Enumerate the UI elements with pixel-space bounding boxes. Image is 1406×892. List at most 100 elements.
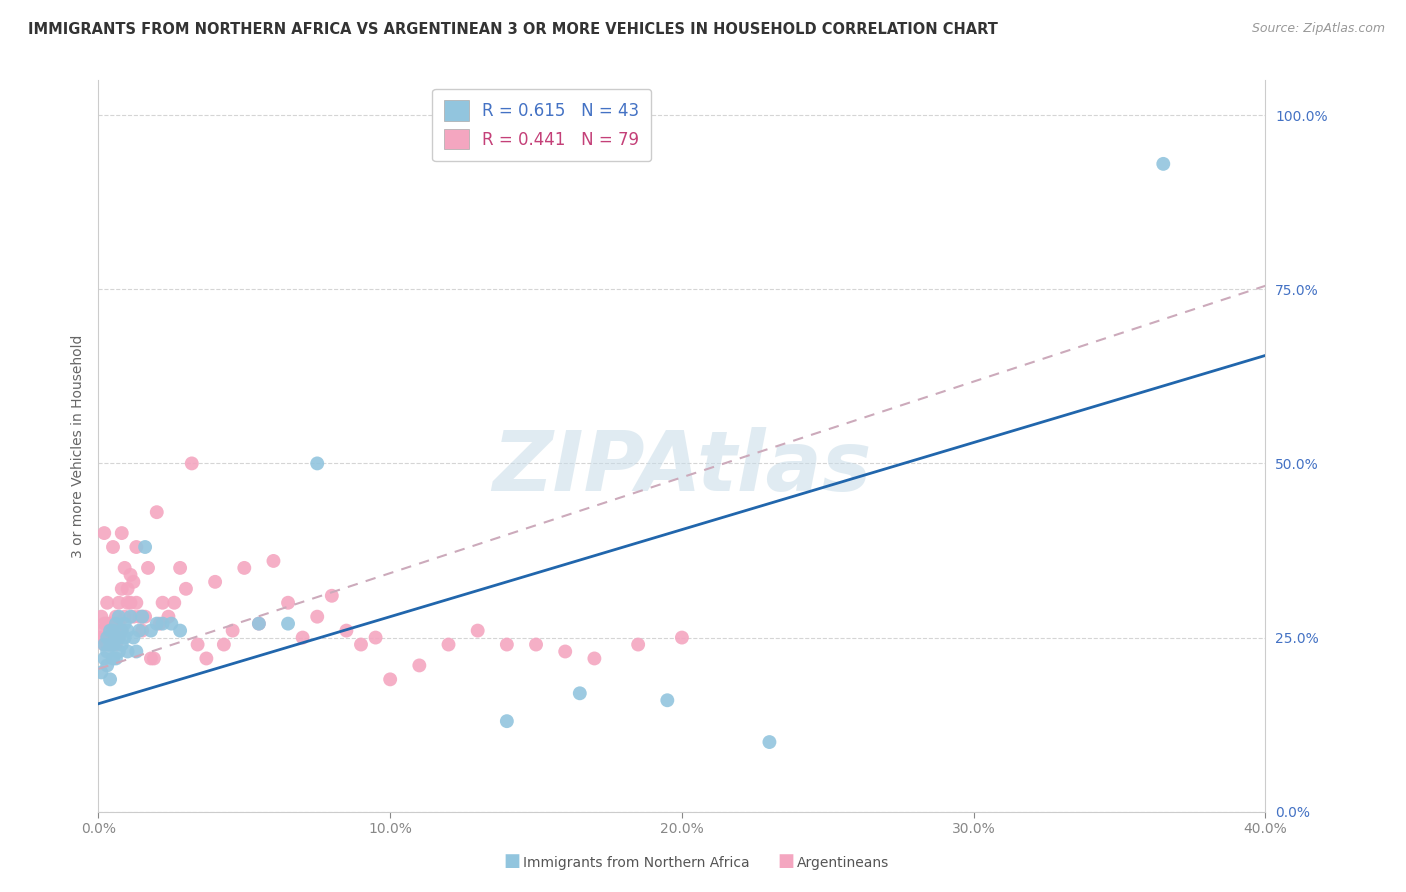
Point [262, 554, 284, 568]
Point [101, 624, 124, 638]
Text: Argentineans: Argentineans [797, 855, 890, 870]
Point [117, 582, 139, 596]
Point [120, 596, 142, 610]
Point [157, 609, 180, 624]
Point [93, 616, 115, 631]
Point [139, 624, 162, 638]
Y-axis label: 3 or more Vehicles in Household: 3 or more Vehicles in Household [70, 334, 84, 558]
Point [131, 609, 153, 624]
Point [277, 616, 299, 631]
Point [104, 638, 127, 652]
Point [152, 596, 174, 610]
Point [221, 624, 243, 638]
Point [111, 526, 134, 541]
Point [277, 596, 299, 610]
Point [104, 609, 127, 624]
Point [98, 624, 121, 638]
Point [146, 505, 169, 519]
Point [96, 658, 118, 673]
Point [627, 638, 650, 652]
Point [163, 596, 186, 610]
Point [117, 644, 139, 658]
Point [495, 714, 517, 728]
Point [554, 644, 576, 658]
Point [160, 616, 183, 631]
Point [350, 638, 373, 652]
Point [378, 673, 402, 687]
Point [291, 631, 314, 645]
Point [108, 596, 131, 610]
Point [90, 631, 112, 645]
Point [114, 631, 136, 645]
Point [104, 616, 127, 631]
Point [307, 457, 329, 471]
Point [212, 638, 235, 652]
Point [104, 651, 127, 665]
Point [101, 638, 124, 652]
Point [131, 609, 153, 624]
Point [125, 540, 148, 554]
Point [233, 561, 256, 575]
Point [187, 638, 209, 652]
Point [93, 651, 115, 665]
Point [93, 631, 115, 645]
Text: IMMIGRANTS FROM NORTHERN AFRICA VS ARGENTINEAN 3 OR MORE VEHICLES IN HOUSEHOLD C: IMMIGRANTS FROM NORTHERN AFRICA VS ARGEN… [28, 22, 998, 37]
Point [90, 665, 112, 680]
Point [96, 638, 118, 652]
Point [467, 624, 489, 638]
Point [101, 624, 124, 638]
Point [101, 638, 124, 652]
Point [96, 596, 118, 610]
Point [247, 616, 270, 631]
Point [125, 644, 148, 658]
Point [335, 624, 357, 638]
Point [321, 589, 343, 603]
Point [108, 631, 131, 645]
Point [98, 638, 121, 652]
Point [98, 673, 121, 687]
Point [111, 638, 134, 652]
Text: ZIPAtlas: ZIPAtlas [492, 427, 872, 508]
Point [104, 631, 127, 645]
Point [108, 609, 131, 624]
Point [134, 540, 156, 554]
Point [131, 624, 153, 638]
Point [114, 561, 136, 575]
Point [101, 651, 124, 665]
Point [136, 561, 159, 575]
Point [111, 624, 134, 638]
Point [657, 693, 679, 707]
Point [408, 658, 430, 673]
Point [152, 616, 174, 631]
Point [93, 526, 115, 541]
Point [122, 631, 145, 645]
Point [149, 616, 172, 631]
Point [96, 644, 118, 658]
Point [120, 567, 142, 582]
Point [307, 609, 329, 624]
Point [247, 616, 270, 631]
Point [180, 457, 202, 471]
Point [120, 609, 142, 624]
Point [98, 638, 121, 652]
Point [139, 651, 162, 665]
Point [93, 638, 115, 652]
Point [96, 631, 118, 645]
Point [90, 624, 112, 638]
Point [104, 616, 127, 631]
Point [114, 616, 136, 631]
Point [204, 574, 226, 589]
Text: Source: ZipAtlas.com: Source: ZipAtlas.com [1251, 22, 1385, 36]
Point [111, 624, 134, 638]
Point [437, 638, 460, 652]
Point [174, 582, 197, 596]
Point [758, 735, 780, 749]
Point [568, 686, 591, 700]
Point [146, 616, 169, 631]
Point [101, 540, 124, 554]
Point [96, 616, 118, 631]
Point [104, 631, 127, 645]
Point [98, 624, 121, 638]
Point [495, 638, 517, 652]
Text: ■: ■ [503, 852, 520, 870]
